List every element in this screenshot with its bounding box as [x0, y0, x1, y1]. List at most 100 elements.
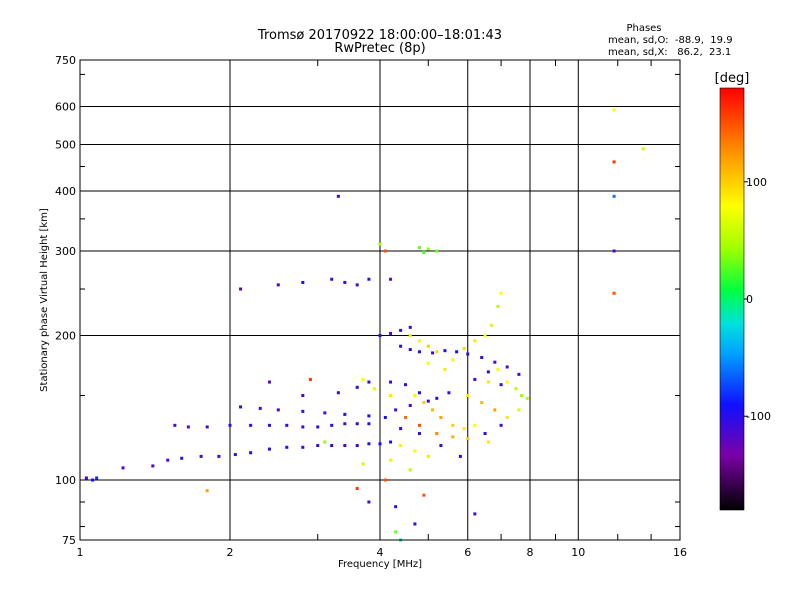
grid-lines	[80, 60, 680, 540]
data-point	[233, 453, 237, 457]
data-point	[355, 487, 359, 491]
data-point	[361, 462, 365, 466]
y-tick-label: 100	[55, 474, 76, 487]
data-point	[439, 415, 443, 419]
data-point	[249, 423, 253, 427]
data-point	[417, 391, 421, 395]
x-tick-label: 10	[571, 546, 585, 559]
y-axis-ticks: 75 100 200 300 400 500 600 750	[55, 54, 680, 547]
data-point	[455, 350, 459, 354]
data-point	[399, 344, 403, 348]
data-point	[308, 377, 312, 381]
data-point	[276, 283, 280, 287]
data-point	[285, 423, 289, 427]
data-point	[367, 380, 371, 384]
data-point	[499, 423, 503, 427]
data-point	[480, 401, 484, 405]
data-point	[417, 423, 421, 427]
data-point	[355, 283, 359, 287]
data-point	[84, 476, 88, 480]
data-point	[367, 277, 371, 281]
data-point	[413, 394, 417, 398]
data-point	[514, 387, 518, 391]
data-point	[343, 412, 347, 416]
data-point	[451, 358, 455, 362]
data-point	[151, 464, 155, 468]
data-point	[496, 367, 500, 371]
data-point	[462, 346, 466, 350]
data-point	[483, 334, 487, 338]
data-point	[612, 249, 616, 253]
data-point	[493, 408, 497, 412]
data-point	[378, 442, 382, 446]
data-point	[394, 408, 398, 412]
data-point	[217, 454, 221, 458]
data-point	[447, 391, 451, 395]
data-point	[239, 287, 243, 291]
data-point	[473, 423, 477, 427]
data-point	[458, 454, 462, 458]
data-point	[330, 423, 334, 427]
x-tick-label: 4	[377, 546, 384, 559]
data-point	[422, 401, 426, 405]
colorbar-tick-label: 0	[746, 293, 753, 306]
data-point	[394, 530, 398, 534]
data-point	[520, 394, 524, 398]
x-tick-label: 6	[464, 546, 471, 559]
data-point	[276, 408, 280, 412]
data-point	[417, 432, 421, 436]
data-point	[239, 405, 243, 409]
data-point	[408, 348, 412, 352]
data-point	[505, 365, 509, 369]
data-point	[355, 444, 359, 448]
data-point	[422, 250, 426, 254]
data-point	[413, 522, 417, 526]
data-point	[316, 444, 320, 448]
data-point	[612, 108, 616, 112]
data-point	[426, 361, 430, 365]
data-point	[612, 160, 616, 164]
data-point	[443, 367, 447, 371]
x-tick-label: 16	[673, 546, 687, 559]
data-point	[422, 493, 426, 497]
x-axis-label: Frequency [MHz]	[338, 559, 422, 570]
y-tick-label: 600	[55, 101, 76, 114]
data-point	[383, 415, 387, 419]
data-point	[301, 280, 305, 284]
data-point	[641, 147, 645, 151]
colorbar-ticks: 100 0 -100	[744, 176, 771, 423]
data-point	[462, 427, 466, 431]
data-point	[383, 249, 387, 253]
data-point	[361, 377, 365, 381]
data-point	[373, 387, 377, 391]
data-point	[431, 408, 435, 412]
data-point	[336, 391, 340, 395]
data-point	[336, 194, 340, 198]
y-tick-label: 200	[55, 330, 76, 343]
colorbar-tick-label: 100	[746, 176, 767, 189]
data-point	[496, 304, 500, 308]
data-point	[121, 466, 125, 470]
data-point	[205, 489, 209, 493]
data-point	[417, 350, 421, 354]
y-tick-label: 500	[55, 139, 76, 152]
data-point	[323, 411, 327, 415]
data-point	[355, 385, 359, 389]
phase-stats-o: mean, sd,O: -88.9, 19.9	[608, 35, 733, 46]
data-point	[451, 423, 455, 427]
data-point	[343, 444, 347, 448]
y-tick-label: 300	[55, 245, 76, 258]
data-points	[84, 108, 645, 542]
data-point	[499, 291, 503, 295]
data-point	[301, 425, 305, 429]
x-tick-label: 1	[77, 546, 84, 559]
data-point	[95, 476, 99, 480]
data-point	[301, 409, 305, 413]
x-tick-label: 8	[527, 546, 534, 559]
data-point	[186, 425, 190, 429]
y-tick-label: 750	[55, 54, 76, 67]
data-point	[486, 440, 490, 444]
data-point	[367, 500, 371, 504]
data-point	[389, 331, 393, 335]
colorbar-label: [deg]	[715, 71, 750, 86]
